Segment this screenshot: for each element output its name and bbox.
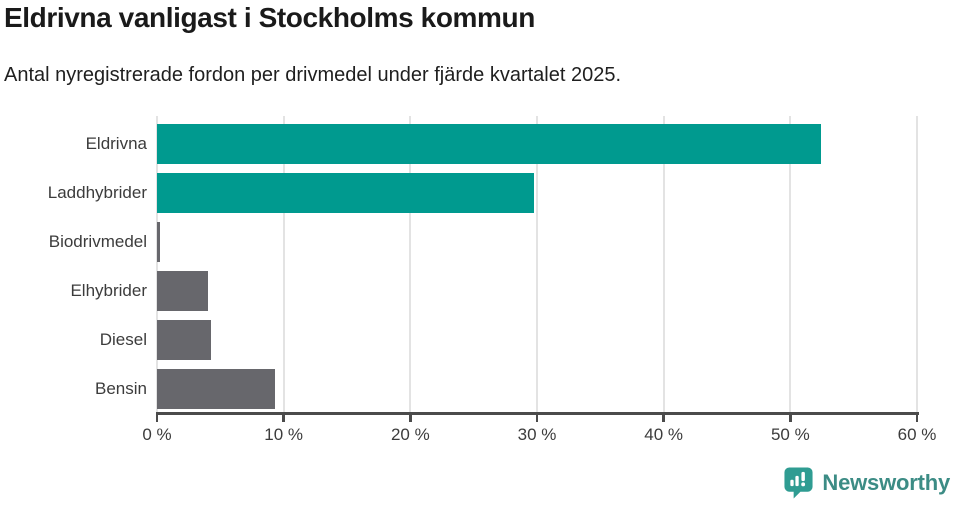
category-label-laddhybrider: Laddhybrider (47, 183, 147, 202)
x-axis-tick-label-0: 0 % (142, 425, 172, 444)
newsworthy-wordmark: Newsworthy (822, 469, 950, 495)
x-axis-tick-label-60: 60 % (897, 425, 937, 444)
x-axis-tick-label-50: 50 % (770, 425, 810, 444)
x-axis-tick-20 (409, 415, 412, 422)
x-axis-tick-40 (662, 415, 665, 422)
bar-diesel (157, 320, 212, 360)
x-axis-tick-60 (915, 415, 919, 422)
category-label-elhybrider: Elhybrider (70, 281, 147, 300)
x-axis-tick-label-20: 20 % (390, 425, 430, 444)
x-axis-tick-30 (535, 415, 539, 422)
x-axis-tick-50 (789, 415, 792, 422)
x-axis-tick-0 (155, 415, 159, 422)
bar-elhybrider (157, 271, 208, 311)
newsworthy-logo: Newsworthy (783, 466, 950, 499)
bar-chart-plot-area: Eldrivna Laddhybrider Biodrivmedel Elhybrid… (47, 116, 937, 444)
gridline-40 (662, 116, 665, 412)
category-label-eldrivna: Eldrivna (85, 134, 147, 153)
gridline-10 (282, 116, 285, 412)
bar-bensin (157, 369, 275, 409)
gridline-20 (409, 116, 412, 412)
category-label-bensin: Bensin (95, 379, 147, 398)
newsworthy-bar-chart-speech-bubble-icon (784, 467, 813, 499)
x-axis-tick-10 (282, 415, 285, 422)
chart-title: Eldrivna vanligast i Stockholms kommun (4, 2, 535, 33)
bar-laddhybrider (157, 173, 535, 213)
category-label-biodrivmedel: Biodrivmedel (48, 232, 147, 251)
gridline-50 (789, 116, 792, 412)
category-label-diesel: Diesel (99, 330, 147, 349)
gridline-30 (536, 116, 538, 412)
x-axis-line (155, 412, 919, 415)
x-axis-tick-label-40: 40 % (644, 425, 684, 444)
x-axis-tick-label-30: 30 % (517, 425, 557, 444)
bar-biodrivmedel (157, 222, 160, 262)
x-axis-tick-label-10: 10 % (264, 425, 304, 444)
chart-subtitle: Antal nyregistrerade fordon per drivmede… (4, 64, 622, 86)
gridline-60 (916, 116, 918, 412)
bar-eldrivna (157, 124, 821, 164)
gridline-0 (156, 116, 158, 412)
